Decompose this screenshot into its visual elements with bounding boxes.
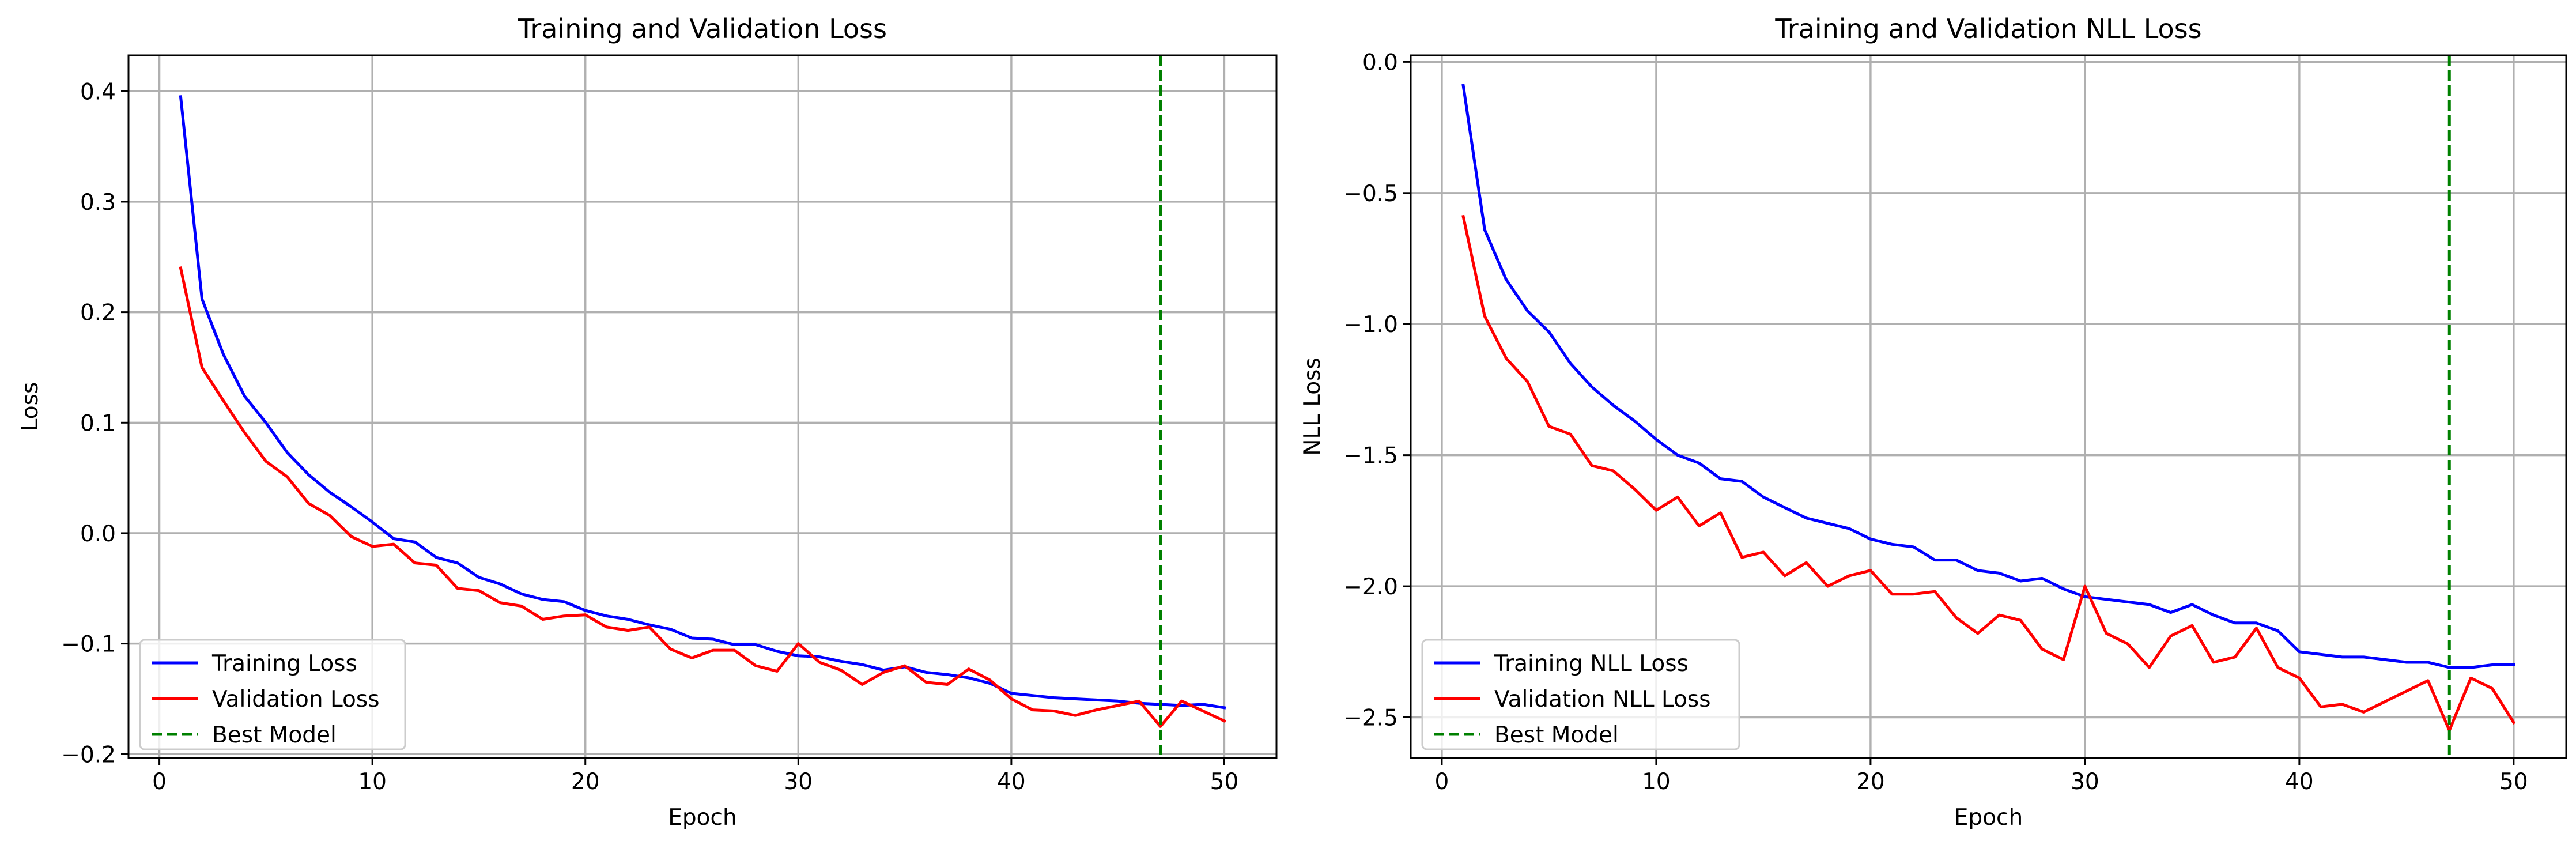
x-tick-label: 50 — [2499, 769, 2528, 795]
legend-label: Best Model — [212, 722, 337, 748]
y-tick-label: 0.1 — [80, 410, 116, 436]
y-tick-label: −0.1 — [61, 632, 116, 658]
y-tick-label: −0.5 — [1343, 181, 1398, 207]
x-tick-label: 20 — [571, 769, 600, 795]
x-axis-label: Epoch — [668, 805, 736, 831]
legend-label: Validation NLL Loss — [1494, 686, 1711, 712]
legend-box — [1421, 639, 1740, 750]
y-tick-label: 0.0 — [80, 521, 116, 547]
chart-title: Training and Validation Loss — [518, 13, 887, 44]
x-tick-label: 50 — [1210, 769, 1239, 795]
x-tick-label: 0 — [152, 769, 167, 795]
plot-frame — [127, 54, 1278, 759]
x-axis-label: Epoch — [1954, 805, 2023, 831]
x-tick-label: 40 — [2285, 769, 2314, 795]
x-tick-label: 30 — [2071, 769, 2099, 795]
legend: Training Loss Validation Loss Best Model — [139, 639, 406, 750]
y-tick-label: 0.0 — [1362, 50, 1398, 76]
legend-label: Training NLL Loss — [1494, 651, 1689, 677]
legend: Training NLL Loss Validation NLL Loss Best… — [1421, 639, 1740, 750]
x-tick-label: 0 — [1435, 769, 1449, 795]
series-line-validation-nll-loss — [1461, 214, 2516, 732]
y-axis-label: Loss — [17, 382, 43, 432]
series-line-validation-loss — [179, 266, 1226, 728]
y-tick-label: −1.0 — [1343, 312, 1398, 338]
chart-panel-1: 0 10 20 30 40 50 −0.2 −0.1 0.0 0.1 0.2 0.3 0.4 Traini… — [17, 13, 1278, 831]
y-tick-label: −2.0 — [1343, 574, 1398, 600]
plot-frame — [1410, 54, 2567, 759]
chart-title: Training and Validation NLL Loss — [1774, 13, 2201, 44]
x-tick-label: 40 — [997, 769, 1026, 795]
legend-box — [139, 639, 406, 750]
y-tick-label: −0.2 — [61, 742, 116, 768]
y-tick-label: −2.5 — [1343, 705, 1398, 731]
x-tick-label: 20 — [1856, 769, 1885, 795]
legend-label: Training Loss — [211, 651, 357, 677]
legend-label: Validation Loss — [212, 686, 380, 712]
legend-label: Best Model — [1494, 722, 1619, 748]
x-tick-label: 10 — [1642, 769, 1671, 795]
y-axis-label: NLL Loss — [1300, 357, 1325, 456]
series-line-training-loss — [179, 95, 1226, 710]
y-tick-label: 0.4 — [80, 79, 116, 105]
x-tick-label: 10 — [358, 769, 387, 795]
y-tick-label: 0.3 — [80, 190, 116, 216]
y-tick-label: 0.2 — [80, 300, 116, 326]
y-tick-label: −1.5 — [1343, 443, 1398, 469]
x-tick-label: 30 — [784, 769, 813, 795]
series-line-training-nll-loss — [1461, 84, 2515, 669]
chart-panel-2: 0 10 20 30 40 50 −2.5 −2.0 −1.5 −1.0 −0.5 0.0 Traini… — [1300, 13, 2567, 831]
